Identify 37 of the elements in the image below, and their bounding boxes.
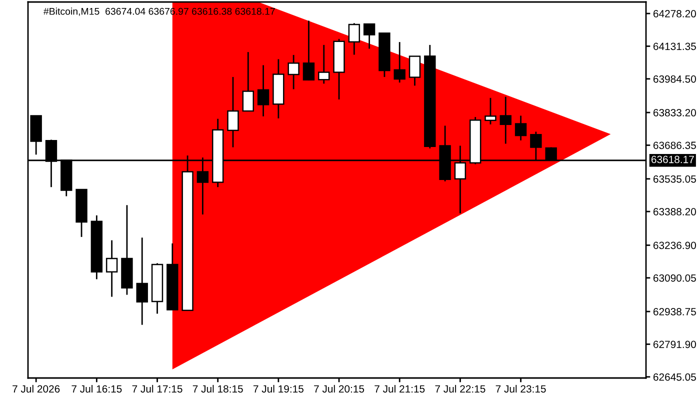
candlestick	[348, 22, 360, 56]
ref-line-label: 63618.17	[651, 156, 694, 164]
y-tick-label: 62791.90	[653, 340, 696, 348]
candlestick	[302, 20, 315, 82]
candlestick	[227, 76, 239, 148]
y-tick-label: 64131.35	[653, 42, 696, 50]
candlestick	[514, 114, 527, 142]
candlestick	[257, 64, 270, 118]
candlestick	[288, 54, 300, 90]
y-tick-label: 63388.20	[653, 208, 696, 216]
y-tick-label: 64278.20	[653, 10, 696, 18]
candlestick	[242, 51, 254, 112]
y-tick-label: 63833.20	[653, 109, 696, 116]
candlestick	[394, 41, 406, 84]
candlestick	[363, 23, 376, 50]
candlestick	[136, 236, 148, 326]
x-tick-label: 7 Jul 17:15	[132, 384, 182, 393]
candlestick	[484, 97, 496, 126]
x-tick-label: 7 Jul 21:15	[374, 384, 425, 393]
x-tick-label: 7 Jul 2026	[12, 384, 60, 393]
y-tick-label: 63090.05	[653, 274, 696, 282]
y-tick-label: 63686.35	[653, 142, 696, 150]
y-tick-label: 62645.05	[653, 373, 696, 381]
candlestick	[408, 56, 421, 86]
x-tick-label: 7 Jul 20:15	[314, 384, 364, 393]
x-tick-label: 7 Jul 22:15	[435, 384, 486, 393]
x-tick-label: 7 Jul 19:15	[253, 384, 304, 393]
x-tick-label: 7 Jul 16:15	[72, 384, 122, 393]
x-tick-label: 7 Jul 18:15	[192, 384, 243, 393]
y-tick-label: 63984.50	[653, 75, 696, 83]
x-tick-label: 7 Jul 23:15	[496, 384, 546, 393]
candlestick	[318, 44, 330, 84]
y-tick-label: 62938.75	[653, 308, 696, 316]
candlestick	[106, 240, 118, 298]
candlestick	[500, 96, 512, 144]
y-tick-label: 63535.05	[653, 175, 696, 183]
y-tick-label: 63236.90	[653, 242, 696, 250]
